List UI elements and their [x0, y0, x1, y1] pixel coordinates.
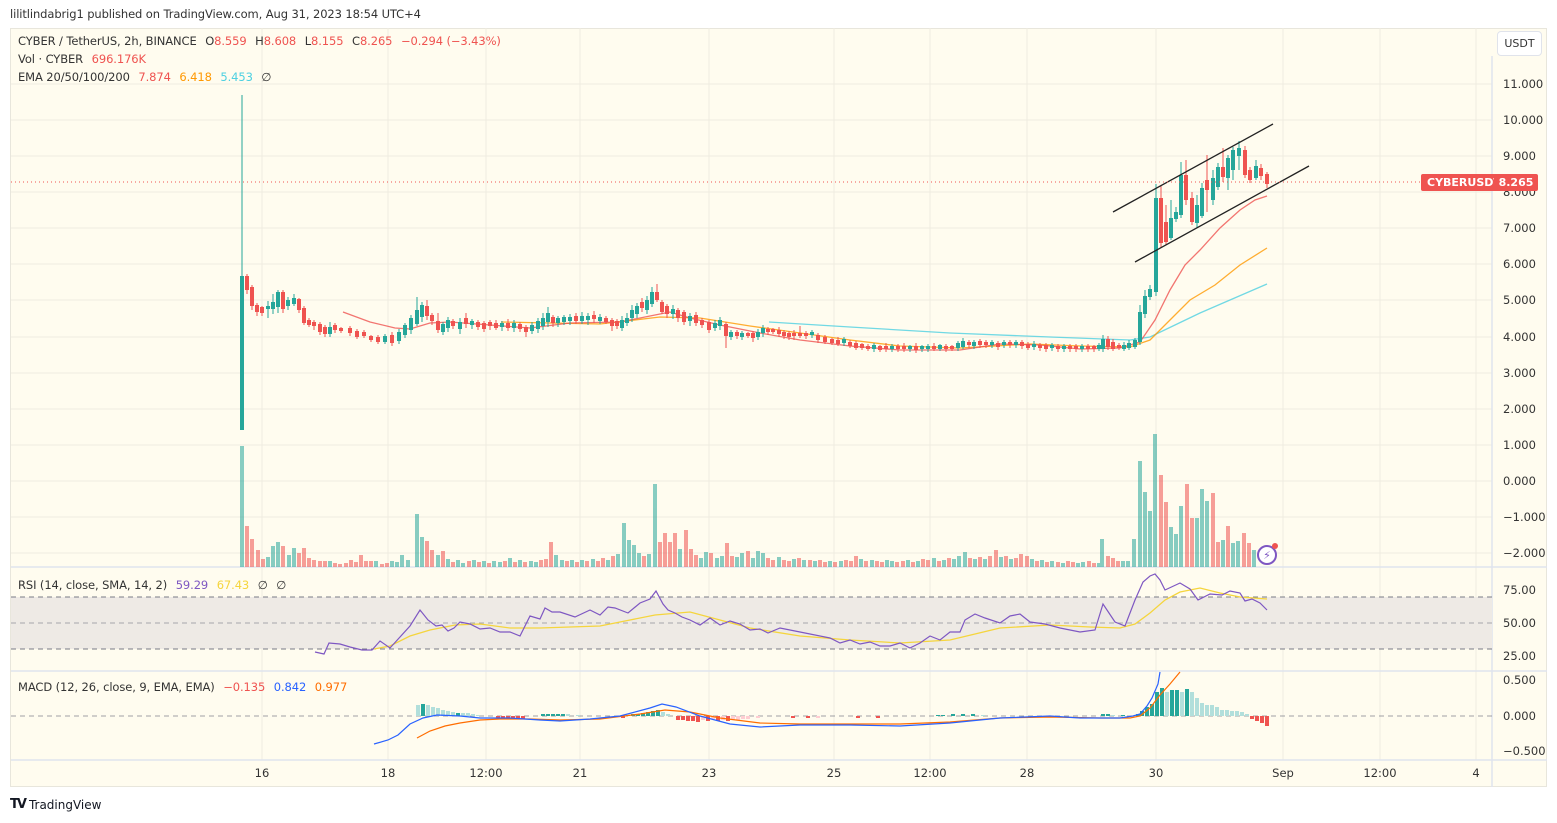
macd-tick: 0.500 — [1503, 673, 1536, 687]
macd-tick: −0.500 — [1503, 744, 1546, 758]
rsi-tick: 50.00 — [1503, 616, 1536, 630]
price-tick: 3.000 — [1503, 366, 1536, 380]
price-tick: 6.000 — [1503, 257, 1536, 271]
time-tick: 4 — [1472, 766, 1480, 780]
price-tick: 10.000 — [1503, 113, 1544, 127]
rsi-ma-line — [373, 587, 1268, 650]
last-price-label: 8.265 — [1494, 174, 1538, 191]
volume-label: Vol · CYBER — [18, 52, 84, 66]
low-label: L — [304, 34, 312, 48]
grid-lines — [11, 28, 1492, 760]
time-tick: 21 — [572, 766, 588, 780]
candles — [240, 95, 1269, 430]
symbol-title[interactable]: CYBER / TetherUS, 2h, BINANCE — [18, 34, 197, 48]
currency-button[interactable]: USDT — [1497, 31, 1542, 56]
rsi-extra-2: ∅ — [276, 578, 287, 592]
price-tick: 7.000 — [1503, 221, 1536, 235]
time-tick: 12:00 — [1363, 766, 1397, 780]
time-tick: 12:00 — [913, 766, 947, 780]
time-tick: 28 — [1019, 766, 1035, 780]
price-tick: −2.000 — [1503, 546, 1546, 560]
time-tick: 23 — [701, 766, 717, 780]
ema-legend[interactable]: EMA 20/50/100/200 7.874 6.418 5.453 ∅ — [18, 70, 276, 84]
rsi-ma-value: 67.43 — [216, 578, 250, 592]
high-value: 8.608 — [263, 34, 297, 48]
open-value: 8.559 — [214, 34, 247, 48]
ema200-value: ∅ — [261, 70, 272, 84]
rsi-label: RSI (14, close, SMA, 14, 2) — [18, 578, 168, 592]
rsi-tick: 75.00 — [1503, 583, 1536, 597]
price-tick: 9.000 — [1503, 149, 1536, 163]
lightning-icon[interactable]: ⚡ — [1257, 545, 1277, 565]
open-label: O — [205, 34, 215, 48]
symbol-price-label: CYBERUSDT — [1421, 174, 1507, 191]
ema50-value: 6.418 — [179, 70, 212, 84]
close-label: C — [352, 34, 360, 48]
macd-line-value: 0.842 — [273, 680, 307, 694]
price-tick: 2.000 — [1503, 402, 1536, 416]
macd-label: MACD (12, 26, close, 9, EMA, EMA) — [18, 680, 215, 694]
publish-info: lilitlindabrig1 published on TradingView… — [10, 7, 421, 21]
time-tick: 18 — [380, 766, 396, 780]
time-tick: 16 — [254, 766, 270, 780]
ema20-line — [342, 195, 1268, 351]
tradingview-logo-icon: TV — [10, 797, 27, 812]
price-tick: −1.000 — [1503, 510, 1546, 524]
volume-legend[interactable]: Vol · CYBER 696.176K — [18, 52, 151, 66]
macd-signal-value: 0.977 — [314, 680, 348, 694]
change-value: −0.294 (−3.43%) — [400, 34, 501, 48]
macd-hist-value: −0.135 — [223, 680, 266, 694]
time-tick: 25 — [826, 766, 842, 780]
macd-line — [373, 671, 1161, 745]
price-tick: 5.000 — [1503, 293, 1536, 307]
volume-bars — [240, 434, 1256, 567]
rsi-legend[interactable]: RSI (14, close, SMA, 14, 2) 59.29 67.43 … — [18, 578, 291, 592]
rsi-line — [314, 573, 1268, 655]
ema-label: EMA 20/50/100/200 — [18, 70, 130, 84]
price-tick: 0.000 — [1503, 474, 1536, 488]
close-value: 8.265 — [359, 34, 393, 48]
high-label: H — [255, 34, 264, 48]
time-tick: 30 — [1148, 766, 1164, 780]
ema50-line — [500, 247, 1268, 349]
ema100-value: 5.453 — [220, 70, 253, 84]
price-tick: 4.000 — [1503, 330, 1536, 344]
macd-signal-line — [416, 671, 1181, 739]
macd-tick: 0.000 — [1503, 709, 1536, 723]
tradingview-brand: TV TradingView — [10, 797, 101, 812]
macd-legend[interactable]: MACD (12, 26, close, 9, EMA, EMA) −0.135… — [18, 680, 352, 694]
time-tick: Sep — [1272, 766, 1294, 780]
low-value: 8.155 — [311, 34, 344, 48]
ema100-line — [768, 283, 1268, 341]
chart-frame[interactable] — [10, 28, 1547, 787]
brand-name: TradingView — [28, 797, 102, 812]
rsi-extra-1: ∅ — [257, 578, 268, 592]
price-tick: 1.000 — [1503, 438, 1536, 452]
symbol-legend[interactable]: CYBER / TetherUS, 2h, BINANCE O8.559 H8.… — [18, 34, 506, 48]
ema20-value: 7.874 — [138, 70, 171, 84]
rsi-tick: 25.00 — [1503, 649, 1536, 663]
time-tick: 12:00 — [469, 766, 503, 780]
price-tick: 11.000 — [1503, 77, 1544, 91]
volume-value: 696.176K — [91, 52, 146, 66]
notification-dot — [1272, 543, 1278, 549]
rsi-value: 59.29 — [175, 578, 209, 592]
